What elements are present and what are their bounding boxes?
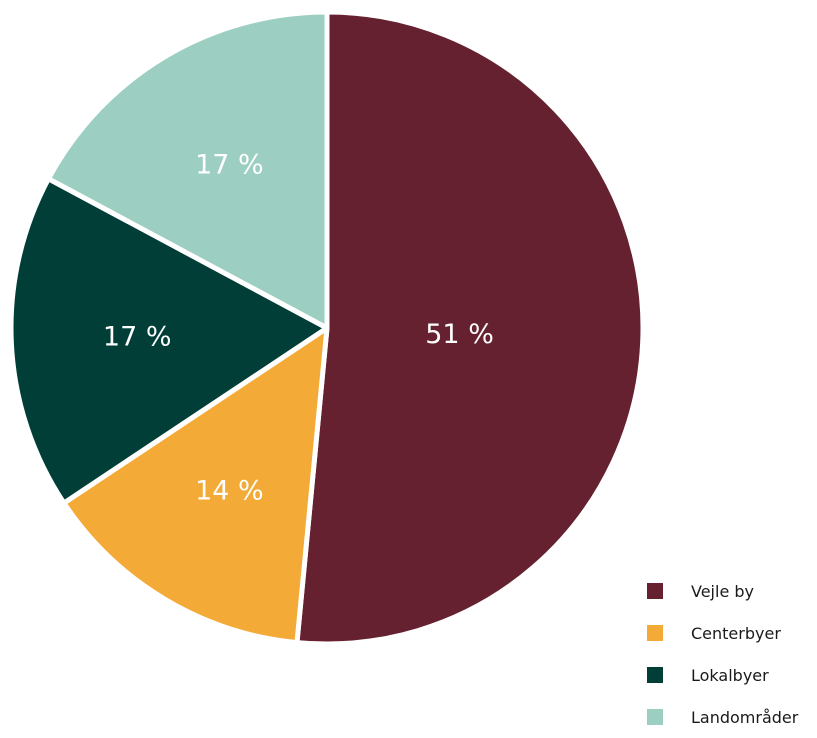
pie-slice-3 (8, 176, 330, 506)
legend-swatch-3 (647, 667, 663, 683)
legend: Vejle by Centerbyer Lokalbyer Landområder (647, 570, 817, 738)
legend-item-2: Centerbyer (647, 612, 817, 654)
pie-value-labels: 51 % 14 % 17 % 17 % (103, 149, 494, 506)
legend-label-1: Vejle by (691, 581, 754, 601)
legend-label-4: Landområder (691, 707, 799, 727)
legend-label-2: Centerbyer (691, 623, 781, 643)
legend-swatch-1 (647, 583, 663, 599)
pie-chart: 51 % 14 % 17 % 17 % (8, 9, 646, 647)
legend-item-3: Lokalbyer (647, 654, 817, 696)
pie-slice-4 (45, 9, 330, 331)
legend-swatch-4 (647, 709, 663, 725)
slice-value-label-1: 51 % (425, 319, 494, 350)
legend-item-4: Landområder (647, 696, 817, 738)
slice-value-label-4: 17 % (195, 149, 264, 180)
legend-swatch-2 (647, 625, 663, 641)
pie-slice-2 (61, 325, 330, 646)
pie-slices (8, 9, 646, 647)
pie-slice-1 (294, 9, 646, 647)
slice-value-label-3: 17 % (103, 322, 172, 353)
legend-label-3: Lokalbyer (691, 665, 769, 685)
legend-item-1: Vejle by (647, 570, 817, 612)
slice-value-label-2: 14 % (195, 476, 264, 507)
